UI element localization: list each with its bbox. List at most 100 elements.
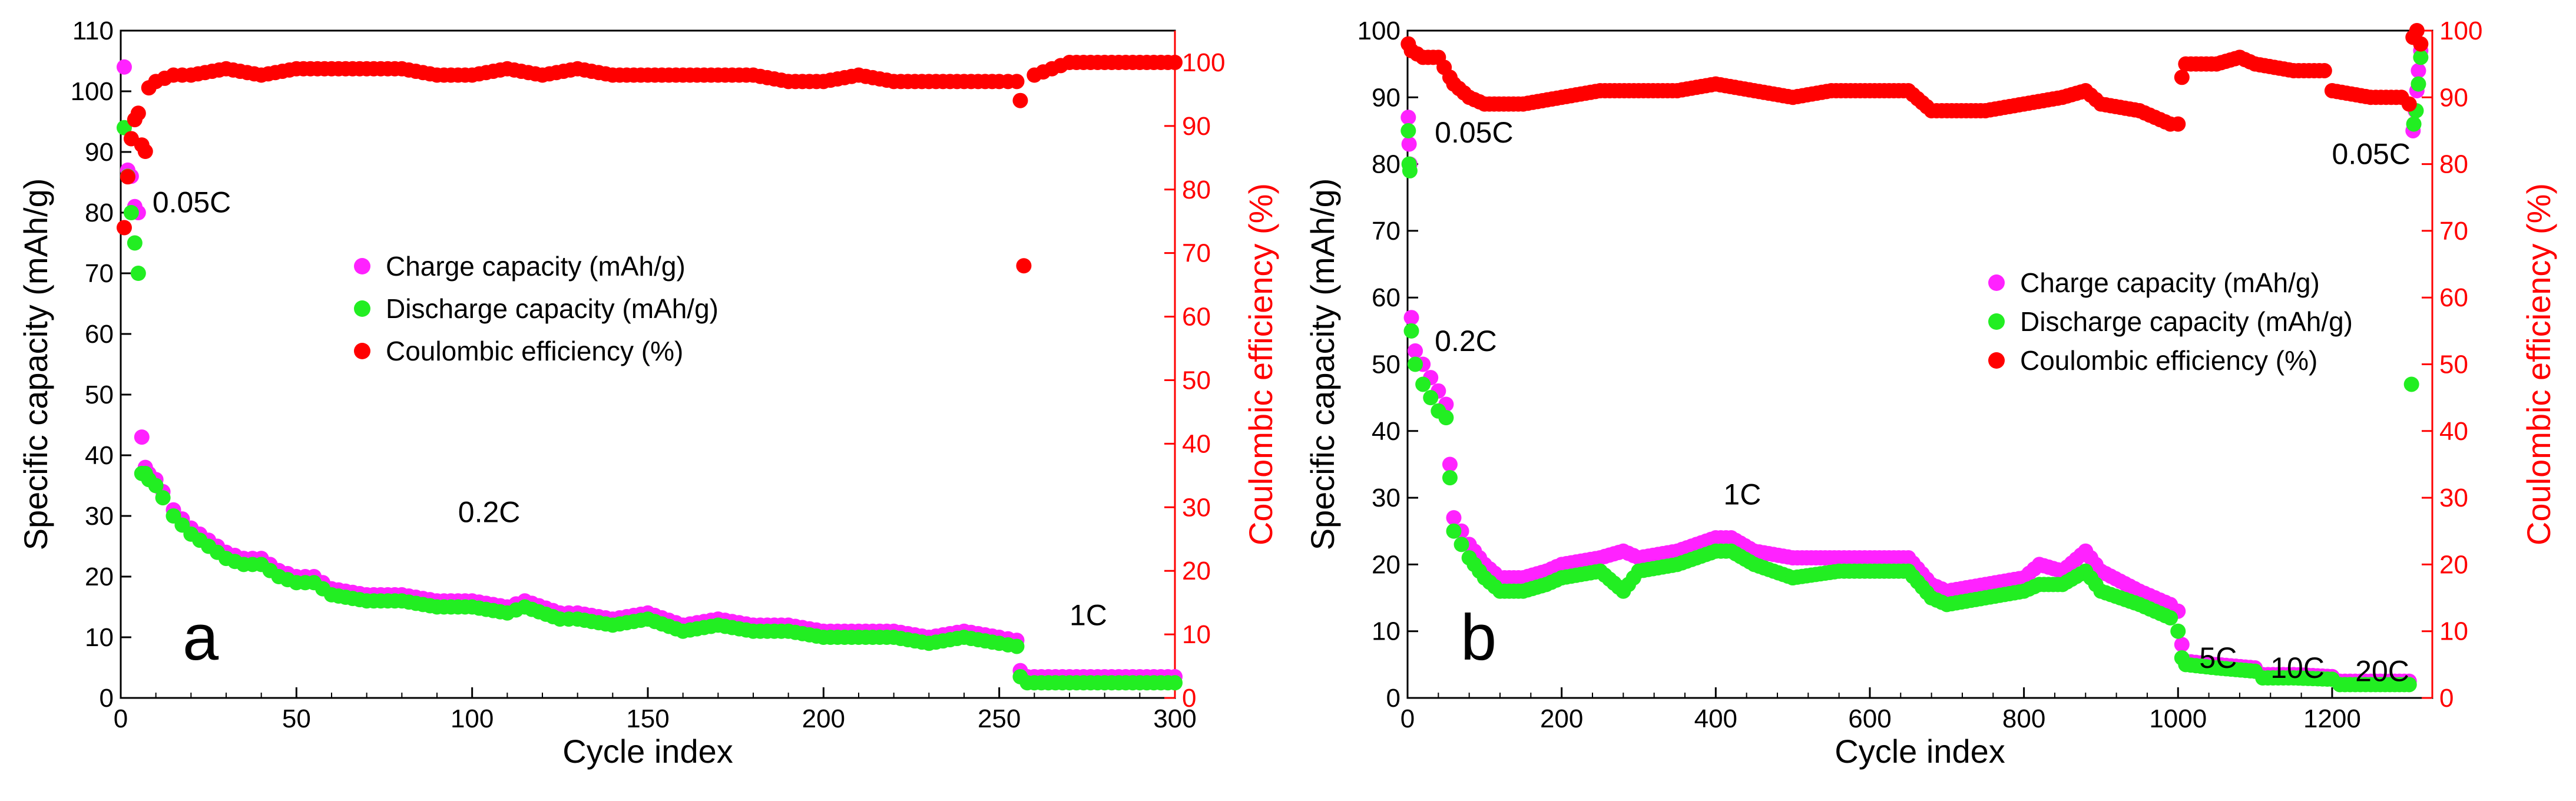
data-point-discharge — [1403, 323, 1419, 339]
data-point-discharge — [127, 235, 143, 251]
y-right-tick-label: 60 — [2439, 283, 2468, 312]
data-point-charge — [1401, 136, 1417, 152]
annotation-b-3: 5C — [2199, 641, 2237, 674]
panel-a: 0 50 100 150 200 250 3000102030405060708090100… — [17, 16, 1279, 770]
data-point-ce — [1012, 92, 1028, 108]
y-left-tick-label: 0 — [1386, 684, 1400, 713]
x-tick-label: 800 — [2002, 704, 2045, 733]
data-point-ce — [1009, 74, 1025, 90]
legend-label-ce: Coulombic efficiency (%) — [2020, 345, 2317, 376]
data-point-charge — [116, 59, 132, 75]
y-left-tick-label: 90 — [1372, 83, 1400, 112]
data-point-discharge — [1402, 163, 1418, 178]
data-point-discharge — [1453, 537, 1469, 552]
x-tick-label: 0 — [114, 704, 128, 733]
panel-a-points — [116, 54, 1183, 691]
data-point-discharge — [130, 266, 146, 281]
data-point-discharge — [2411, 76, 2426, 92]
panel-a-legend: Charge capacity (mAh/g) Discharge capaci… — [354, 251, 719, 366]
panel-b-points — [1400, 23, 2429, 693]
data-point-discharge — [2403, 376, 2419, 392]
legend-marker-ce — [354, 343, 370, 359]
data-point-discharge — [1438, 410, 1454, 426]
y-right-tick-label: 90 — [1182, 112, 1211, 141]
y-right-tick-label: 80 — [2439, 150, 2468, 179]
y-left-tick-label: 20 — [85, 562, 114, 591]
legend-marker-charge — [1988, 274, 2005, 291]
y-left-tick-label: 60 — [85, 320, 114, 349]
data-point-charge — [1446, 510, 1462, 526]
annotation-a-0: 0.05C — [153, 186, 231, 219]
data-point-discharge — [1415, 376, 1431, 392]
x-tick-label: 200 — [802, 704, 845, 733]
data-point-ce — [2409, 23, 2425, 38]
data-point-charge — [1400, 110, 1416, 125]
data-point-discharge — [148, 478, 164, 494]
panel-b-legend: Charge capacity (mAh/g) Discharge capaci… — [1988, 267, 2353, 376]
data-point-ce — [2316, 62, 2332, 78]
data-point-discharge — [1009, 638, 1025, 654]
y-left-tick-label: 10 — [1372, 617, 1400, 646]
legend-label-ce: Coulombic efficiency (%) — [386, 336, 683, 366]
data-point-discharge — [1167, 675, 1183, 691]
x-tick-label: 50 — [282, 704, 311, 733]
y-right-tick-label: 0 — [1182, 684, 1196, 713]
x-tick-label: 1200 — [2303, 704, 2361, 733]
y-left-tick-label: 20 — [1372, 550, 1400, 579]
data-point-discharge — [2163, 610, 2178, 626]
panel-b-ylabel-left: Specific capacity (mAh/g) — [1304, 178, 1341, 551]
y-right-tick-label: 50 — [1182, 366, 1211, 395]
data-point-charge — [1442, 456, 1458, 472]
y-right-tick-label: 10 — [1182, 620, 1211, 649]
x-tick-label: 300 — [1153, 704, 1196, 733]
data-point-ce — [2170, 116, 2186, 132]
data-point-discharge — [1442, 470, 1458, 486]
panel-a-ylabel-right: Coulombic efficiency (%) — [1242, 183, 1279, 545]
y-right-tick-label: 30 — [2439, 484, 2468, 512]
x-tick-label: 200 — [1540, 704, 1583, 733]
data-point-charge — [2411, 62, 2426, 78]
legend-marker-ce — [1988, 352, 2005, 369]
y-left-tick-label: 40 — [85, 441, 114, 470]
data-point-charge — [2174, 637, 2190, 653]
data-point-discharge — [155, 490, 171, 506]
x-tick-label: 150 — [626, 704, 669, 733]
data-point-discharge — [116, 120, 132, 135]
annotation-b-0: 0.05C — [1435, 116, 1513, 149]
y-left-tick-label: 80 — [85, 198, 114, 227]
data-point-ce — [2174, 69, 2190, 85]
data-point-ce — [116, 220, 132, 236]
data-point-ce — [130, 105, 146, 121]
legend-marker-charge — [354, 258, 370, 274]
data-point-ce — [2413, 36, 2429, 52]
y-left-tick-label: 40 — [1372, 417, 1400, 446]
panel-b: 0 200 400 600 800 1000 12000102030405060708090… — [1304, 16, 2557, 770]
y-right-tick-label: 40 — [1182, 429, 1211, 458]
y-left-tick-label: 70 — [85, 259, 114, 288]
y-left-tick-label: 0 — [100, 684, 114, 713]
y-right-tick-label: 40 — [2439, 417, 2468, 446]
annotation-b-1: 0.2C — [1435, 325, 1497, 358]
data-point-ce — [1016, 258, 1032, 274]
x-tick-label: 1000 — [2149, 704, 2207, 733]
x-tick-label: 600 — [1848, 704, 1891, 733]
data-point-ce — [1167, 54, 1183, 70]
legend-label-charge: Charge capacity (mAh/g) — [2020, 267, 2320, 298]
panel-a-ylabel-left: Specific capacity (mAh/g) — [17, 178, 54, 551]
data-point-discharge — [1400, 123, 1416, 138]
annotation-b-4: 10C — [2270, 651, 2325, 684]
x-tick-label: 400 — [1694, 704, 1737, 733]
panel-a-xlabel: Cycle index — [562, 733, 733, 770]
x-tick-label: 250 — [978, 704, 1021, 733]
legend-label-discharge: Discharge capacity (mAh/g) — [2020, 306, 2353, 337]
y-right-tick-label: 20 — [2439, 550, 2468, 579]
data-point-charge — [1408, 343, 1423, 359]
y-left-tick-label: 80 — [1372, 150, 1400, 179]
y-left-tick-label: 10 — [85, 623, 114, 652]
data-point-discharge — [2401, 677, 2417, 693]
y-left-tick-label: 60 — [1372, 283, 1400, 312]
data-point-discharge — [1423, 390, 1439, 406]
panel-a-ticks: 0 50 100 150 200 250 3000102030405060708090100… — [71, 16, 1226, 733]
legend-marker-discharge — [354, 300, 370, 317]
